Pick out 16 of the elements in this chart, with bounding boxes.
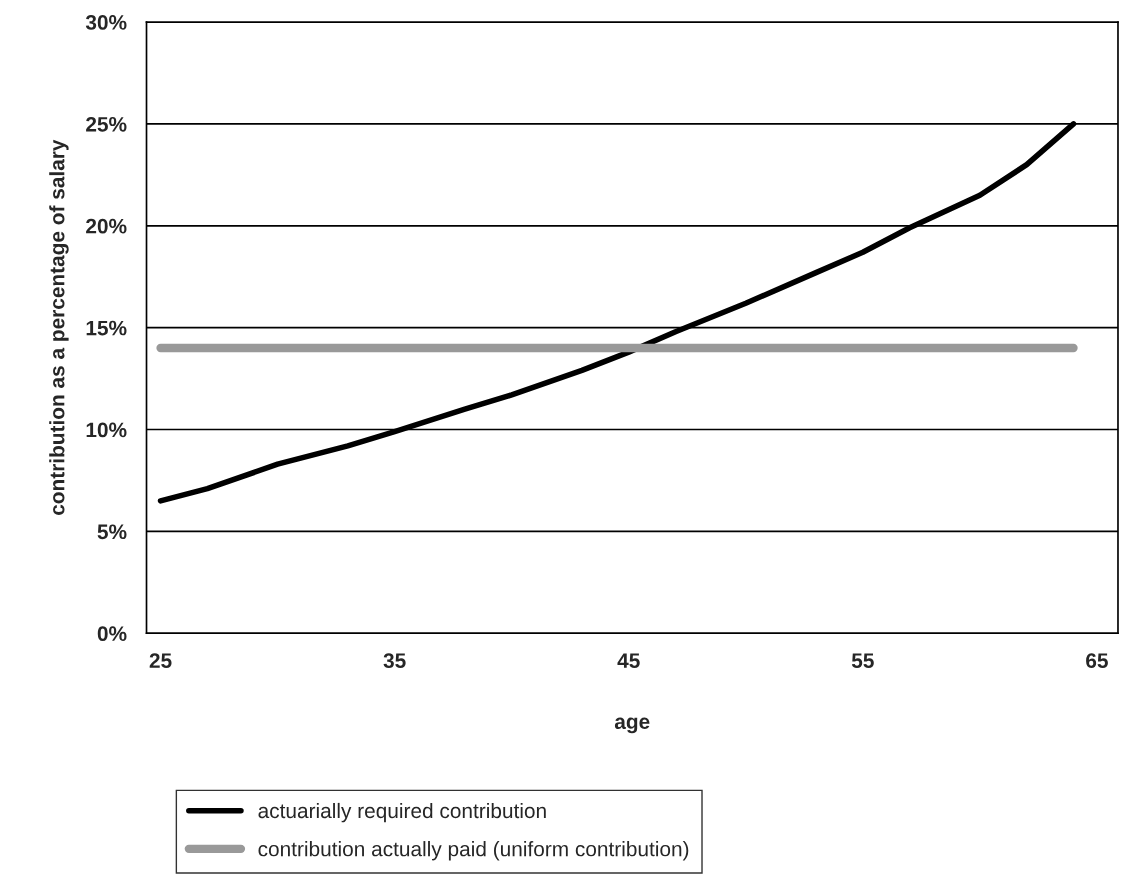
y-tick-label: 20% (86, 218, 127, 234)
y-tick-label: 25% (86, 116, 127, 132)
x-tick-label: 55 (851, 653, 874, 669)
y-tick-label: 15% (86, 320, 127, 336)
y-axis-title: contribution as a percentage of salary (49, 139, 69, 515)
legend-label: actuarially required contribution (258, 802, 546, 823)
x-tick-label: 35 (383, 653, 406, 669)
x-tick-label: 25 (149, 653, 172, 669)
y-tick-label: 5% (97, 524, 127, 540)
x-axis-title: age (614, 717, 650, 734)
y-tick-label: 30% (85, 15, 127, 30)
x-tick-label: 45 (617, 653, 640, 669)
legend-label: contribution actually paid (uniform contribution) (258, 841, 689, 861)
y-tick-label: 0% (97, 626, 127, 642)
y-tick-label: 10% (86, 422, 127, 438)
x-tick-label: 65 (1086, 653, 1108, 669)
